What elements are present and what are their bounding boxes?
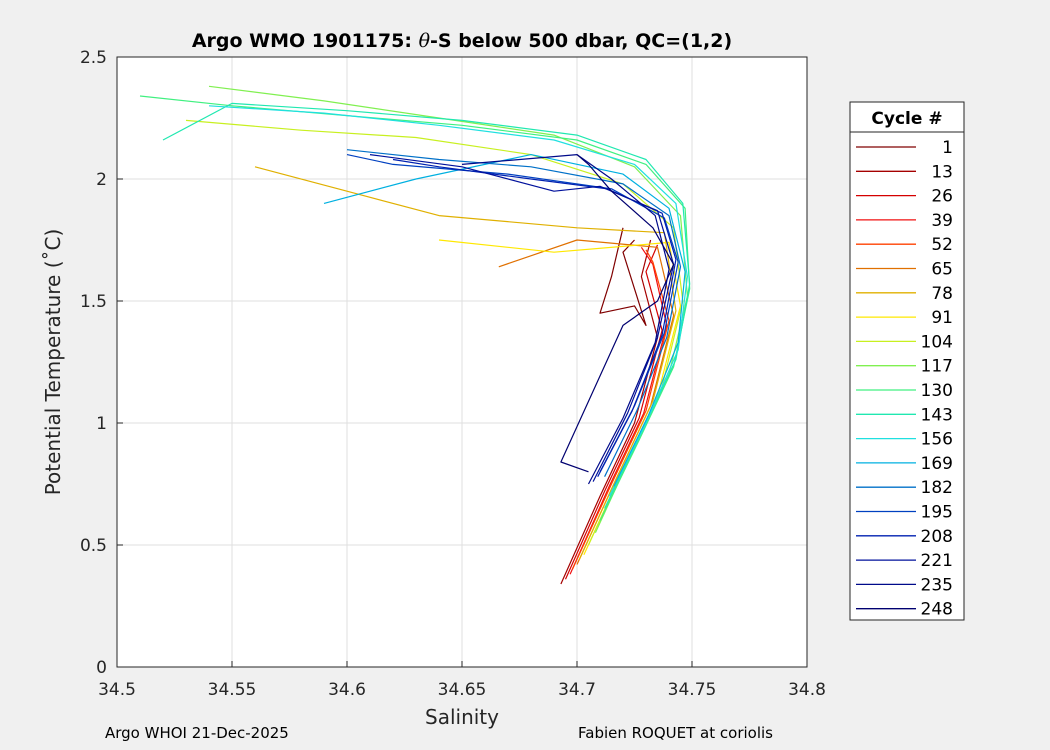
legend-label-143: 143 [921,405,953,425]
series-line-cycle-39 [569,246,668,575]
legend-label-248: 248 [921,600,953,620]
legend-label-182: 182 [921,478,953,498]
legend-box [849,101,965,621]
x-tick-label: 34.65 [438,680,487,700]
series-line-cycle-221 [369,154,675,482]
series-layer [139,85,691,585]
legend-label-13: 13 [931,162,953,182]
legend-label-104: 104 [921,332,953,352]
y-tick-label: 0 [96,658,107,678]
series-line-cycle-156 [208,105,689,497]
series-line-cycle-235 [461,154,670,485]
legend-label-65: 65 [931,260,953,280]
x-tick-label: 34.7 [558,680,596,700]
y-tick-label: 1.5 [80,292,107,312]
legend-label-221: 221 [921,551,953,571]
legend-label-39: 39 [931,211,953,231]
legend-label-52: 52 [931,235,953,255]
legend-label-26: 26 [931,187,953,207]
legend-label-91: 91 [931,308,953,328]
legend-label-78: 78 [931,284,953,304]
series-line-cycle-52 [571,249,670,570]
y-tick-label: 1 [96,414,107,434]
legend: Cycle # 1 13 26 39 52 65 78 91 104 117 130 143 156 16… [849,101,965,621]
y-tick-label: 0.5 [80,536,107,556]
legend-label-1: 1 [942,138,953,158]
x-tick-label: 34.6 [328,680,366,700]
footer-source: Argo WHOI 21-Dec-2025 [105,724,289,742]
series-line-cycle-143 [162,102,691,509]
y-tick-label: 2.5 [80,48,107,68]
chart-title: Argo WMO 1901175: θ-S below 500 dbar, QC… [192,30,732,52]
legend-entries: 1 13 26 39 52 65 78 91 104 117 130 143 156 169 182 195 2… [856,138,953,620]
series-line-cycle-195 [346,154,679,473]
series-line-cycle-13 [560,239,659,585]
series-line-cycle-248 [560,154,675,473]
legend-label-169: 169 [921,454,953,474]
legend-label-235: 235 [921,575,953,595]
y-tick-label: 2 [96,170,107,190]
legend-label-156: 156 [921,430,953,450]
footer-author: Fabien ROQUET at coriolis [578,724,773,742]
series-line-cycle-1 [599,227,647,326]
y-axis-label: Potential Temperature (˚C) [41,229,65,496]
x-tick-label: 34.5 [98,680,136,700]
legend-title: Cycle # [871,109,942,129]
x-tick-label: 34.8 [788,680,826,700]
legend-label-130: 130 [921,381,953,401]
series-line-cycle-182 [346,149,682,477]
series-line-cycle-208 [392,158,677,477]
ticks: 34.5 34.55 34.6 34.65 34.7 34.75 34.8 0 0.5 1 1.5 2… [80,48,826,700]
legend-label-117: 117 [921,357,953,377]
series-line-cycle-26 [564,244,663,580]
series-line-cycle-169 [323,154,686,487]
legend-label-208: 208 [921,527,953,547]
x-tick-label: 34.55 [208,680,257,700]
legend-label-195: 195 [921,503,953,523]
x-tick-label: 34.75 [668,680,717,700]
x-axis-label: Salinity [425,705,499,729]
